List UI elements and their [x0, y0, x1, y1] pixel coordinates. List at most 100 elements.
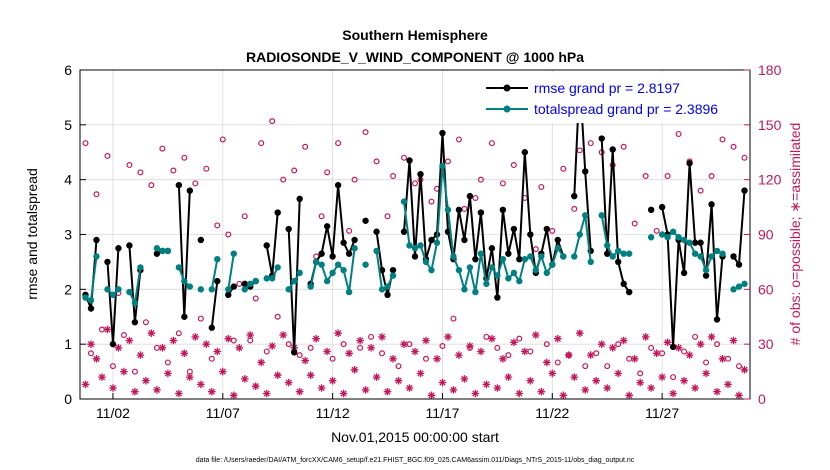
obs-possible-point: [362, 129, 369, 136]
obs-possible-point: [494, 344, 501, 351]
rmse-point: [175, 181, 183, 189]
obs-possible-point: [379, 350, 386, 357]
totalspread-point: [466, 264, 474, 271]
rmse-point: [691, 239, 699, 246]
obs-assimilated-point: [98, 373, 106, 381]
obs-possible-point: [346, 227, 353, 234]
obs-possible-point: [82, 140, 89, 147]
obs-assimilated-point: [416, 369, 425, 378]
obs-assimilated-point: [213, 347, 222, 356]
totalspread-point: [444, 206, 452, 214]
rmse-point: [406, 157, 413, 164]
obs-assimilated-point: [608, 344, 617, 352]
rmse-point: [345, 250, 353, 257]
totalspread-point: [411, 245, 419, 252]
obs-assimilated-point: [614, 369, 622, 378]
obs-possible-point: [170, 167, 177, 174]
obs-possible-point: [642, 173, 649, 180]
obs-assimilated-point: [724, 380, 732, 389]
obs-assimilated-point: [663, 338, 672, 347]
obs-possible-point: [664, 173, 671, 180]
totalspread-point: [543, 269, 551, 277]
obs-possible-point: [137, 169, 144, 176]
obs-assimilated-point: [521, 347, 529, 356]
rmse-point: [384, 291, 391, 299]
rmse-point: [318, 250, 325, 257]
rmse-point: [290, 349, 298, 356]
rmse-point: [131, 319, 139, 326]
legend-rmse-marker: [503, 84, 511, 92]
totalspread-point: [582, 212, 589, 219]
obs-assimilated-point: [323, 347, 331, 356]
obs-possible-point: [631, 220, 638, 227]
obs-assimilated-point: [510, 338, 518, 347]
obs-possible-point: [571, 205, 578, 212]
totalspread-point: [247, 280, 254, 288]
obs-assimilated-point: [389, 355, 397, 363]
totalspread-point: [609, 253, 616, 260]
obs-possible-point: [422, 355, 429, 362]
obs-assimilated-point: [147, 329, 156, 337]
rmse-point: [614, 258, 622, 266]
y-tick-label: 5: [64, 117, 72, 133]
obs-assimilated-point: [702, 369, 710, 378]
series-layer: [81, 75, 749, 400]
obs-possible-point: [131, 368, 138, 375]
rmse-point: [285, 225, 292, 233]
legend-spread-label: totalspread grand pr = 2.3896: [534, 101, 718, 117]
obs-possible-point: [269, 118, 276, 125]
rmse-point: [571, 192, 578, 200]
totalspread-point: [93, 253, 100, 260]
rmse-point: [181, 313, 188, 320]
totalspread-point: [318, 261, 325, 268]
rmse-point: [340, 239, 347, 246]
obs-possible-point: [197, 315, 204, 322]
totalspread-point: [345, 288, 353, 296]
obs-assimilated-point: [378, 333, 386, 341]
totalspread-point: [384, 283, 391, 290]
obs-assimilated-point: [345, 349, 353, 358]
totalspread-point: [604, 242, 611, 249]
legend-rmse-label: rmse grand pr = 2.8197: [534, 80, 680, 96]
obs-assimilated-point: [317, 384, 326, 392]
obs-assimilated-point: [449, 386, 458, 394]
x-tick-label: 11/02: [96, 405, 130, 421]
obs-assimilated-point: [641, 333, 650, 341]
obs-assimilated-point: [202, 340, 211, 348]
totalspread-point: [186, 283, 194, 290]
obs-assimilated-point: [372, 373, 381, 381]
rmse-point: [186, 187, 194, 194]
rmse-point: [263, 242, 270, 249]
left-axis: 0 1 2 3 4 5 6: [64, 62, 86, 407]
totalspread-point: [296, 269, 303, 277]
totalspread-point: [208, 286, 216, 293]
obs-possible-point: [181, 154, 188, 161]
rmse-point: [472, 255, 479, 263]
obs-assimilated-point: [312, 334, 320, 343]
obs-possible-point: [554, 359, 561, 366]
obs-assimilated-point: [647, 384, 655, 392]
y2-tick-label: 120: [758, 172, 782, 188]
totalspread-point: [538, 253, 545, 260]
obs-assimilated-point: [466, 342, 474, 350]
obs-assimilated-point: [394, 376, 403, 385]
rmse-point: [494, 294, 501, 301]
rmse-point: [296, 195, 303, 203]
obs-possible-point: [587, 140, 594, 147]
obs-assimilated-point: [328, 376, 337, 385]
rmse-point: [400, 228, 408, 235]
x-tick-label: 11/07: [206, 405, 240, 421]
obs-assimilated-point: [488, 334, 496, 343]
totalspread-point: [252, 277, 259, 285]
rmse-point: [93, 236, 100, 244]
totalspread-point: [323, 277, 331, 285]
obs-assimilated-point: [576, 329, 584, 337]
obs-possible-point: [291, 167, 298, 174]
rmse-point: [516, 255, 523, 263]
obs-possible-point: [439, 342, 446, 349]
obs-possible-point: [736, 363, 743, 370]
totalspread-point: [477, 250, 485, 257]
obs-possible-point: [488, 140, 495, 147]
obs-assimilated-point: [532, 331, 540, 339]
